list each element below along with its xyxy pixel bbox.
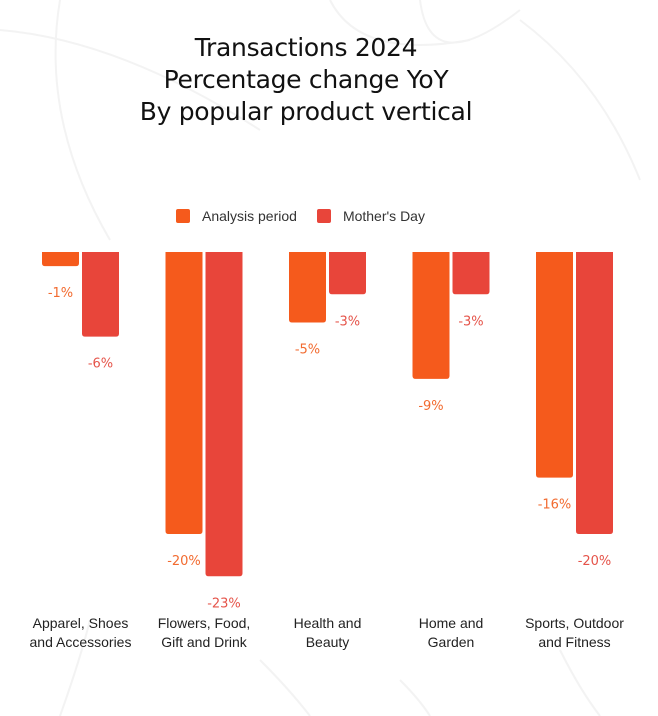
legend-swatch-mothers-day	[316, 209, 331, 223]
bar-analysis-period	[289, 252, 326, 323]
x-tick-label: Sports, Outdoor	[525, 615, 624, 631]
bar-analysis-period	[165, 252, 203, 534]
chart-title: Transactions 2024 Percentage change YoY …	[0, 32, 612, 128]
bar-mothers-day	[576, 252, 613, 534]
chart-title-line-2: Percentage change YoY	[163, 65, 449, 94]
chart-title-line-3: By popular product vertical	[139, 97, 473, 126]
x-tick-label: and Accessories	[30, 634, 132, 650]
data-label: -16%	[538, 498, 572, 513]
legend-label-analysis-period: Analysis period	[202, 208, 297, 224]
x-tick-label: and Fitness	[538, 634, 610, 650]
legend-label-mothers-day: Mother's Day	[342, 208, 425, 224]
data-label: -20%	[578, 554, 612, 569]
bar-analysis-period	[412, 252, 450, 379]
x-tick-label: Garden	[428, 634, 475, 650]
data-label: -6%	[88, 357, 113, 372]
chart-title-line-1: Transactions 2024	[194, 33, 418, 62]
bar-analysis-period	[42, 252, 79, 267]
data-label: -20%	[167, 554, 201, 569]
data-label: -5%	[295, 343, 320, 358]
x-tick-label: Apparel, Shoes	[33, 615, 129, 631]
legend-item-mothers-day[interactable]: Mother's Day	[316, 208, 425, 224]
legend-swatch-analysis-period	[176, 209, 190, 223]
data-label: -3%	[458, 314, 483, 329]
x-tick-label: Health and	[294, 615, 362, 631]
bar-mothers-day	[82, 252, 119, 337]
x-tick-label: Home and	[419, 615, 484, 631]
x-tick-label: Flowers, Food,	[158, 615, 251, 631]
bar-mothers-day	[205, 252, 243, 577]
data-label: -3%	[335, 314, 360, 329]
data-label: -23%	[207, 596, 241, 611]
data-label: -9%	[418, 399, 443, 414]
x-tick-label: Gift and Drink	[161, 634, 248, 650]
x-tick-label: Beauty	[306, 634, 350, 650]
legend-item-analysis-period[interactable]: Analysis period	[176, 208, 297, 224]
bar-mothers-day	[329, 252, 366, 295]
bar-mothers-day	[452, 252, 490, 295]
data-label: -1%	[48, 286, 73, 301]
bar-analysis-period	[536, 252, 573, 478]
chart-legend: Analysis period Mother's Day	[176, 208, 445, 224]
